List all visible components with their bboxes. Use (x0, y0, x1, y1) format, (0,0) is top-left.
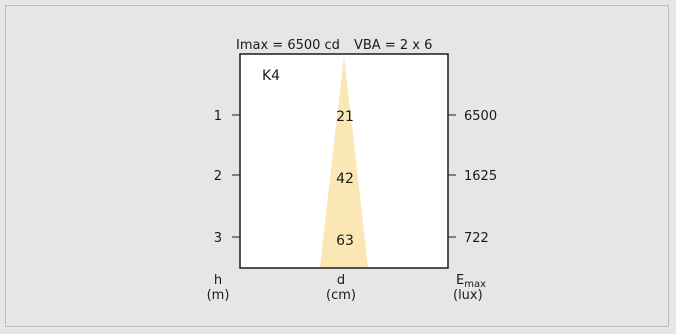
height-tick-label: 3 (214, 231, 222, 246)
diameter-value: 42 (336, 171, 354, 187)
emax-axis-unit: (lux) (453, 288, 483, 303)
height-tick-label: 1 (214, 109, 222, 124)
diagram-code: K4 (262, 68, 280, 84)
emax-tick-label: 1625 (464, 169, 497, 184)
diameter-value: 63 (336, 233, 354, 249)
diameter-value: 21 (336, 109, 354, 125)
emax-tick-label: 722 (464, 231, 489, 246)
emax-tick-label: 6500 (464, 109, 497, 124)
vba-label: VBA = 2 x 6 (354, 38, 432, 53)
emax-axis-label-main: E (456, 273, 464, 288)
imax-label: Imax = 6500 cd (236, 38, 340, 53)
emax-axis-label: Emax (456, 273, 486, 290)
height-axis-label: h (214, 273, 222, 288)
diameter-axis-unit: (cm) (326, 288, 356, 303)
height-axis-unit: (m) (207, 288, 230, 303)
height-tick-label: 2 (214, 169, 222, 184)
diameter-axis-label: d (337, 273, 345, 288)
emax-axis-label-sub: max (464, 279, 486, 290)
light-beam-cone (320, 56, 368, 267)
